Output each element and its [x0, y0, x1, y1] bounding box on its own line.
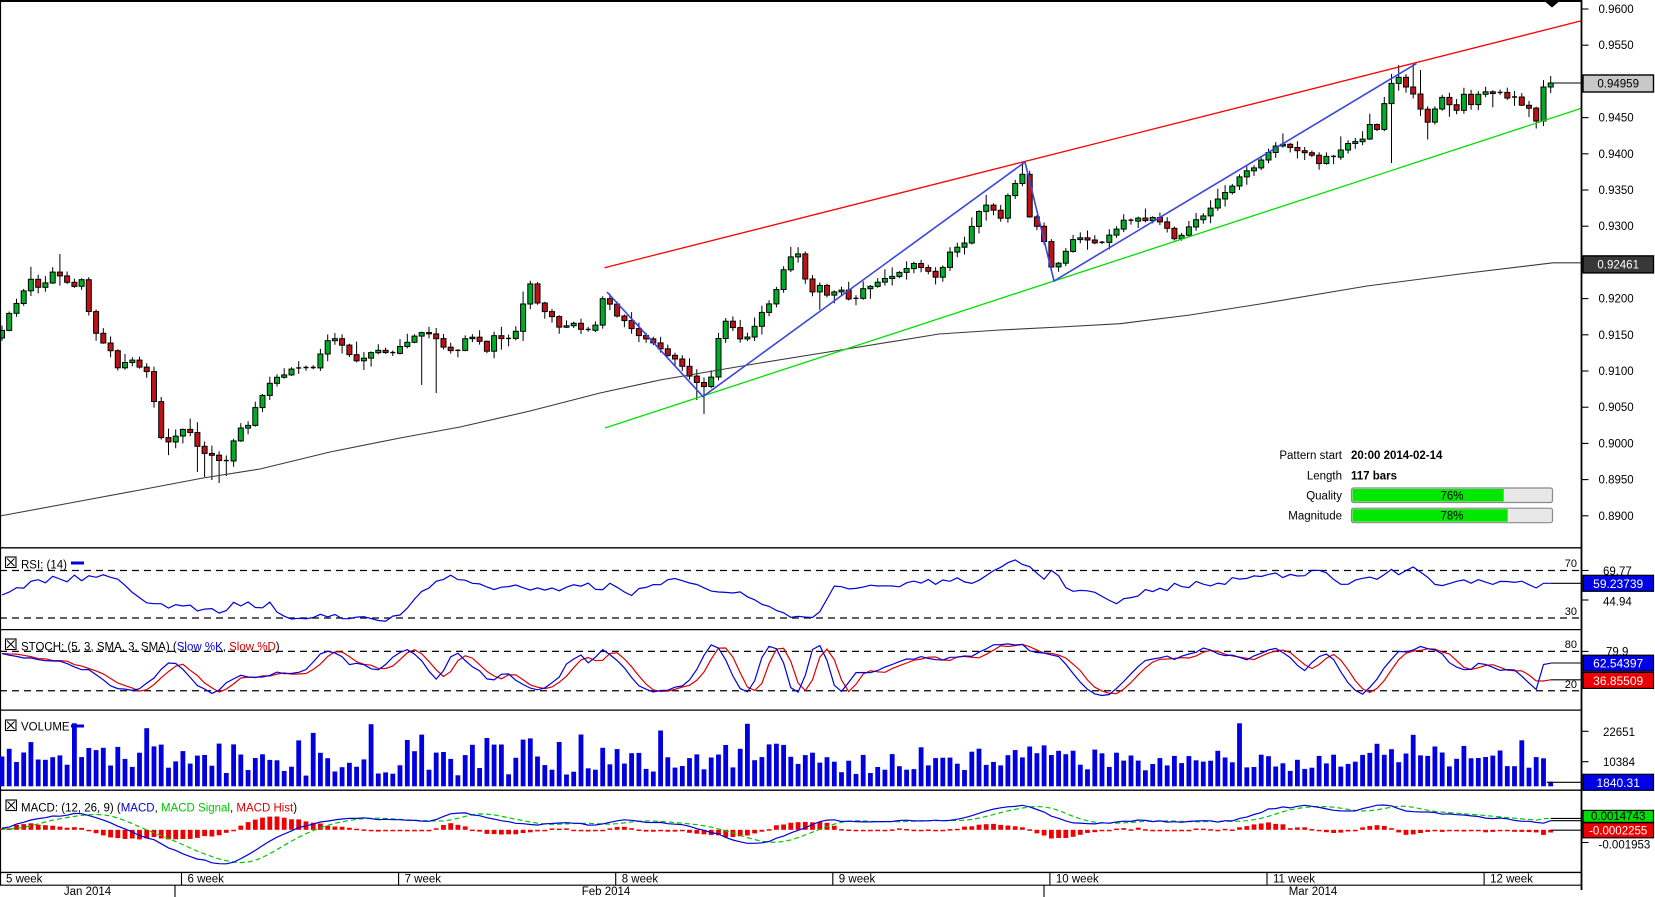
svg-text:STOCH: (5, 3, SMA, 3, SMA) (Sl: STOCH: (5, 3, SMA, 3, SMA) (Slow %K, Slo…: [21, 642, 280, 654]
svg-text:0.8950: 0.8950: [1599, 475, 1634, 487]
svg-text:0.9050: 0.9050: [1599, 402, 1634, 414]
svg-text:Quality: Quality: [1306, 491, 1342, 503]
svg-text:78%: 78%: [1440, 511, 1463, 523]
svg-text:10 week: 10 week: [1056, 873, 1099, 885]
svg-text:7 week: 7 week: [405, 873, 442, 885]
svg-text:0.9200: 0.9200: [1599, 294, 1634, 306]
svg-text:20: 20: [1565, 679, 1577, 691]
svg-text:62.54397: 62.54397: [1593, 657, 1643, 671]
svg-text:9 week: 9 week: [839, 873, 876, 885]
svg-text:0.9100: 0.9100: [1599, 366, 1634, 378]
svg-text:20:00 2014-02-14: 20:00 2014-02-14: [1351, 450, 1443, 462]
svg-text:6 week: 6 week: [188, 873, 225, 885]
svg-text:Length: Length: [1307, 471, 1342, 483]
svg-text:59.23739: 59.23739: [1593, 577, 1643, 591]
svg-text:10384: 10384: [1603, 757, 1636, 769]
svg-text:0.9150: 0.9150: [1599, 330, 1634, 342]
svg-text:-0.001953: -0.001953: [1599, 839, 1651, 851]
svg-text:Feb 2014: Feb 2014: [582, 886, 631, 897]
svg-text:117 bars: 117 bars: [1351, 471, 1397, 483]
svg-text:11 week: 11 week: [1273, 873, 1315, 885]
svg-text:Magnitude: Magnitude: [1288, 511, 1342, 523]
svg-text:30: 30: [1565, 606, 1577, 618]
svg-text:VOLUME: VOLUME: [21, 722, 70, 734]
svg-text:0.9600: 0.9600: [1599, 4, 1634, 16]
svg-text:0.9550: 0.9550: [1599, 40, 1634, 52]
svg-text:Pattern start: Pattern start: [1279, 450, 1342, 462]
svg-text:0.9350: 0.9350: [1599, 185, 1634, 197]
svg-text:5 week: 5 week: [6, 873, 43, 885]
svg-text:76%: 76%: [1440, 491, 1463, 503]
svg-text:Jan 2014: Jan 2014: [64, 886, 112, 897]
svg-text:-0.0002255: -0.0002255: [1589, 826, 1647, 838]
svg-text:0.9300: 0.9300: [1599, 221, 1634, 233]
svg-text:44.94: 44.94: [1603, 597, 1632, 609]
svg-text:0.0014743: 0.0014743: [1591, 811, 1645, 823]
svg-text:0.9450: 0.9450: [1599, 113, 1634, 125]
svg-text:70: 70: [1565, 558, 1577, 570]
svg-text:80: 80: [1565, 639, 1577, 651]
svg-text:0.9000: 0.9000: [1599, 438, 1634, 450]
svg-text:0.8900: 0.8900: [1599, 511, 1634, 523]
svg-text:36.85509: 36.85509: [1593, 674, 1643, 688]
svg-text:0.92461: 0.92461: [1597, 260, 1639, 272]
svg-text:MACD: (12, 26, 9) (MACD, MACD: MACD: (12, 26, 9) (MACD, MACD Signal, MA…: [21, 803, 297, 815]
svg-text:12 week: 12 week: [1490, 873, 1533, 885]
svg-text:1840.31: 1840.31: [1597, 776, 1641, 790]
svg-text:0.9400: 0.9400: [1599, 149, 1634, 161]
svg-text:22651: 22651: [1603, 727, 1635, 739]
svg-text:RSI: (14): RSI: (14): [21, 560, 67, 572]
svg-text:8 week: 8 week: [622, 873, 659, 885]
svg-text:0.94959: 0.94959: [1597, 79, 1639, 91]
svg-text:Mar 2014: Mar 2014: [1289, 886, 1338, 897]
